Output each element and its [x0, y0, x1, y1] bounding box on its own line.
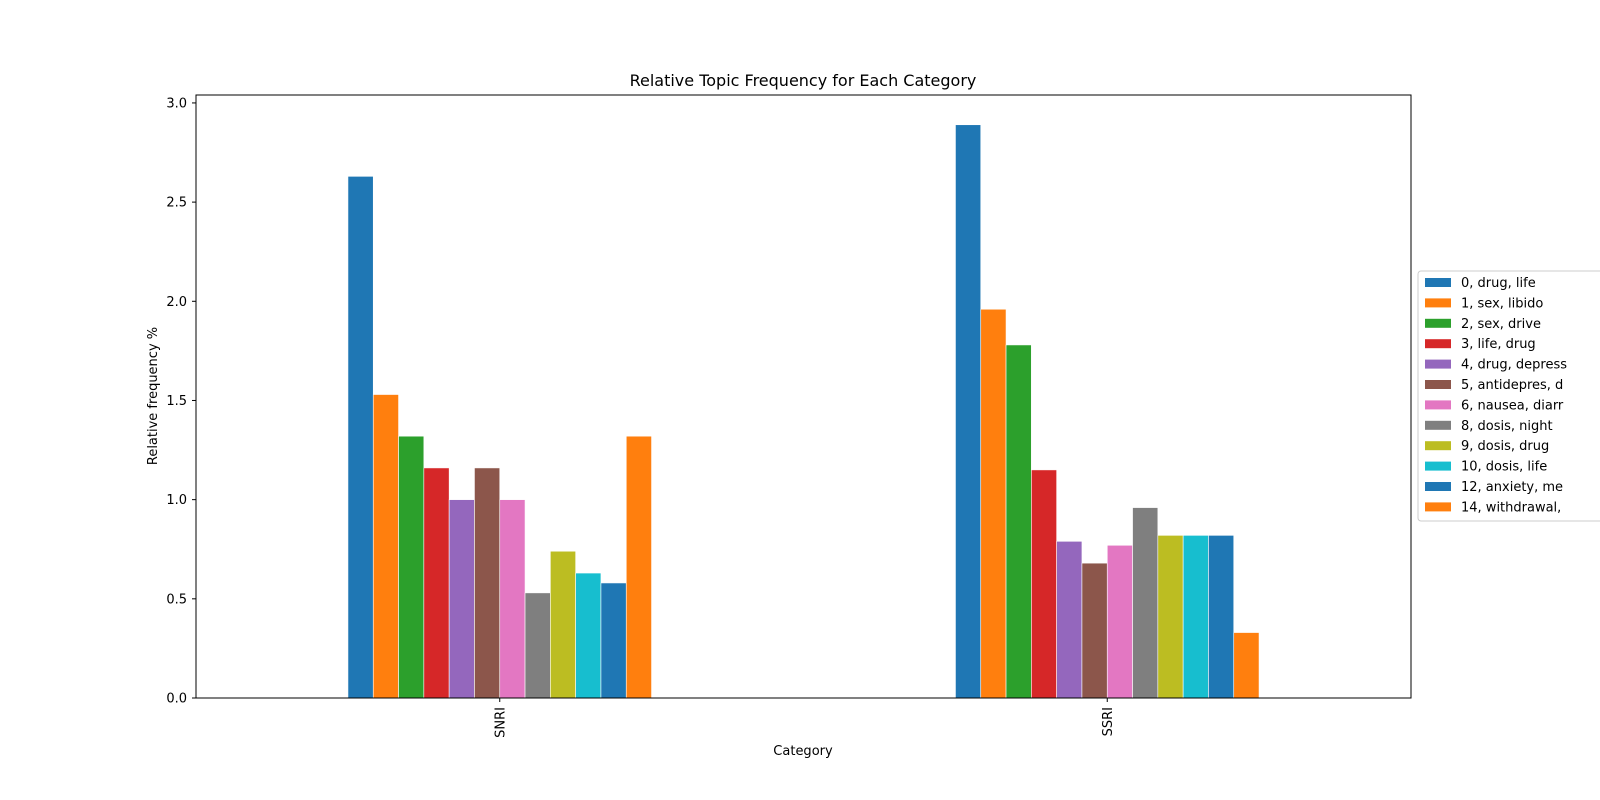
legend-box: [1417, 270, 1600, 522]
y-tick-label: 2.0: [166, 295, 187, 310]
y-tick-label: 0.5: [166, 592, 187, 607]
bar-snri-series-9: [575, 572, 602, 699]
plot-frame: [195, 94, 1412, 699]
bar-snri-series-8: [550, 550, 576, 699]
legend-swatch: [1425, 420, 1451, 430]
bar-ssri-series-4: [1056, 540, 1083, 699]
legend-swatch: [1425, 400, 1451, 410]
y-tick-label: 2.5: [166, 196, 187, 211]
y-tick-label: 0.0: [166, 692, 187, 707]
legend-label: 8, dosis, night: [1461, 419, 1553, 434]
legend-label: 12, anxiety, me: [1461, 480, 1563, 495]
legend-label: 6, nausea, diarr: [1461, 398, 1564, 413]
legend-swatch: [1425, 318, 1451, 328]
x-tick-label-snri: SNRI: [493, 707, 508, 738]
y-tick-label: 1.5: [166, 394, 187, 409]
legend-swatch: [1425, 359, 1451, 369]
legend-swatch: [1425, 482, 1451, 491]
bar-snri-series-0: [347, 176, 374, 699]
bar-ssri-series-7: [1132, 507, 1159, 699]
y-axis: 0.0 0.5 1.0 1.5 2.0 2.5 3.0: [166, 96, 196, 707]
bar-snri-series-11: [625, 435, 652, 699]
bar-snri-series-10: [600, 582, 627, 699]
bar-snri-series-3: [423, 467, 450, 699]
bar-ssri-series-2: [1005, 344, 1032, 699]
legend-swatch: [1425, 380, 1451, 389]
bar-snri-series-6: [499, 499, 526, 699]
y-axis-label: Relative frequency %: [146, 327, 161, 465]
chart-title: Relative Topic Frequency for Each Catego…: [630, 71, 977, 90]
legend-swatch: [1425, 339, 1451, 349]
bar-ssri-series-9: [1182, 535, 1209, 699]
legend-swatch: [1425, 461, 1451, 471]
bar-ssri-series-10: [1208, 535, 1235, 699]
legend-swatch: [1425, 441, 1451, 451]
bar-ssri-series-3: [1031, 469, 1057, 699]
x-axis-label: Category: [773, 744, 833, 759]
bars-group: [347, 124, 1260, 699]
bar-snri-series-1: [372, 394, 399, 699]
y-tick-label: 3.0: [166, 96, 187, 111]
y-tick-label: 1.0: [166, 493, 187, 508]
bar-ssri-series-11: [1233, 632, 1260, 699]
legend-swatch: [1425, 278, 1451, 287]
bar-ssri-series-8: [1157, 535, 1184, 699]
legend-label: 5, antidepres, d: [1461, 378, 1563, 393]
bar-snri-series-4: [448, 499, 475, 699]
x-tick-label-ssri: SSRI: [1101, 707, 1116, 736]
legend-label: 1, sex, libido: [1461, 296, 1543, 311]
legend: 0, drug, life 1, sex, libido 2, sex, drive…: [1417, 270, 1600, 522]
legend-label: 9, dosis, drug: [1461, 439, 1549, 454]
legend-label: 10, dosis, life: [1461, 460, 1547, 475]
bar-snri-series-5: [474, 467, 501, 699]
legend-label: 4, drug, depress: [1461, 358, 1567, 373]
legend-label: 0, drug, life: [1461, 276, 1536, 291]
legend-swatch: [1425, 298, 1451, 308]
x-axis: SNRI SSRI: [493, 698, 1116, 738]
bar-ssri-series-6: [1106, 544, 1133, 699]
bar-ssri-series-1: [980, 308, 1007, 699]
legend-swatch: [1425, 502, 1451, 512]
legend-label: 2, sex, drive: [1461, 317, 1541, 332]
bar-snri-series-2: [398, 435, 425, 699]
legend-label: 14, withdrawal,: [1461, 500, 1561, 515]
bar-ssri-series-0: [955, 124, 982, 699]
legend-label: 3, life, drug: [1461, 337, 1536, 352]
bar-snri-series-7: [524, 592, 551, 699]
bar-ssri-series-5: [1081, 562, 1108, 699]
